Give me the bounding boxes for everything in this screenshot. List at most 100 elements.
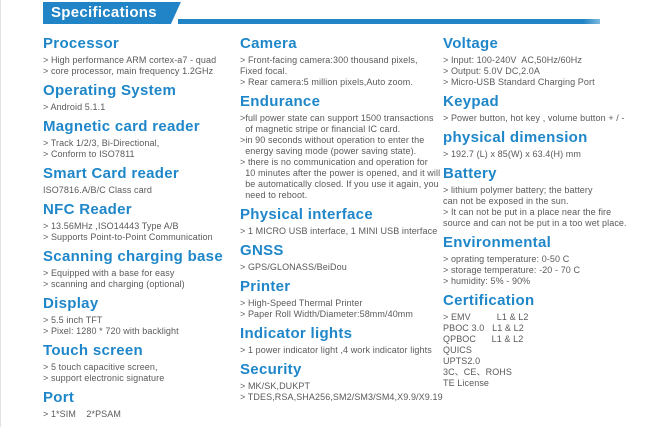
spec-section-title: Indicator lights <box>240 325 353 342</box>
header-underline <box>178 19 600 24</box>
spec-line: > Pixel: 1280 * 720 with backlight <box>43 326 179 336</box>
spec-section-title: physical dimension <box>443 129 588 146</box>
spec-line: PBOC 3.0 L1 & L2 <box>443 323 524 333</box>
spec-section: Certification > EMV L1 & L2 PBOC 3.0 L1 & … <box>443 293 650 389</box>
spec-line: > GPS/GLONASS/BeiDou <box>240 262 347 272</box>
spec-section: Physical interface > 1 MICRO USB interfac… <box>240 207 443 237</box>
spec-section-title: Touch screen <box>43 342 144 359</box>
spec-line: > storage temperature: -20 - 70 C <box>443 265 581 275</box>
spec-line: can not be exposed in the sun. <box>443 196 569 206</box>
spec-line: > Front-facing camera:300 thousand pixel… <box>240 55 418 65</box>
spec-line: > 5 touch capacitive screen, <box>43 362 158 372</box>
spec-line: >in 90 seconds without operation to ente… <box>240 135 425 145</box>
spec-section: Battery > lithium polymer battery; the ba… <box>443 166 650 229</box>
spec-line: QPBOC L1 & L2 <box>443 334 524 344</box>
spec-section-title: GNSS <box>240 242 284 259</box>
spec-section: Environmental > oprating temperature: 0-5… <box>443 235 650 287</box>
spec-column-2: Camera > Front-facing camera:300 thousand… <box>240 36 443 420</box>
spec-line: source and can not be put in a too wet p… <box>443 218 627 228</box>
spec-line: > Supports Point-to-Point Communication <box>43 232 213 242</box>
spec-line: ISO7816.A/B/C Class card <box>43 185 152 195</box>
spec-line: need to reboot. <box>240 190 308 200</box>
spec-line: > Equipped with a base for easy <box>43 268 175 278</box>
spec-line: > 13.56MHz ,ISO14443 Type A/B <box>43 221 179 231</box>
spec-line: > Input: 100-240V AC,50Hz/60Hz <box>443 55 582 65</box>
spec-section: Port > 1*SIM 2*PSAM <box>43 390 240 420</box>
spec-section-title: Certification <box>443 292 535 309</box>
spec-section-title: Battery <box>443 165 497 182</box>
spec-line: > Conform to ISO7811 <box>43 149 135 159</box>
spec-section-title: Display <box>43 295 99 312</box>
spec-line: > Paper Roll Width/Diameter:58mm/40mm <box>240 309 414 319</box>
spec-line: be automatically closed. If you use it a… <box>240 179 439 189</box>
spec-line: > 192.7 (L) x 85(W) x 63.4(H) mm <box>443 149 581 159</box>
spec-section-title: Smart Card reader <box>43 165 179 182</box>
spec-line: > 1 MICRO USB interface, 1 MINI USB inte… <box>240 226 438 236</box>
spec-section: physical dimension > 192.7 (L) x 85(W) x … <box>443 130 650 160</box>
spec-line: > Power button, hot key , volume button … <box>443 113 625 123</box>
spec-section: Operating System > Android 5.1.1 <box>43 83 240 113</box>
spec-line: > 1*SIM 2*PSAM <box>43 409 121 419</box>
spec-section: Printer > High-Speed Thermal Printer > Pap… <box>240 279 443 320</box>
spec-line: > It can not be put in a place near the … <box>443 207 612 217</box>
spec-section-title: Camera <box>240 35 297 52</box>
spec-section-title: Endurance <box>240 93 321 110</box>
spec-section: Touch screen > 5 touch capacitive screen,… <box>43 343 240 384</box>
spec-section: Camera > Front-facing camera:300 thousand… <box>240 36 443 88</box>
spec-line: > Output: 5.0V DC,2.0A <box>443 66 541 76</box>
spec-line: > 5.5 inch TFT <box>43 315 103 325</box>
spec-line: > 1 power indicator light ,4 work indica… <box>240 345 432 355</box>
spec-section-title: Security <box>240 361 302 378</box>
spec-line: UPTS2.0 <box>443 356 481 366</box>
spec-column-3: Voltage > Input: 100-240V AC,50Hz/60Hz > O… <box>443 36 650 420</box>
spec-section-title: Magnetic card reader <box>43 118 200 135</box>
spec-line: > support electronic signature <box>43 373 165 383</box>
spec-line: > Android 5.1.1 <box>43 102 106 112</box>
spec-line: of magnetic stripe or financial IC card. <box>240 124 401 134</box>
spec-section: Magnetic card reader > Track 1/2/3, Bi-Di… <box>43 119 240 160</box>
spec-section-title: Port <box>43 389 75 406</box>
spec-line: TE License <box>443 378 490 388</box>
spec-section: Display > 5.5 inch TFT > Pixel: 1280 * 720… <box>43 296 240 337</box>
spec-line: >full power state can support 1500 trans… <box>240 113 434 123</box>
spec-section-title: Physical interface <box>240 206 373 223</box>
spec-line: > scanning and charging (optional) <box>43 279 185 289</box>
spec-section-title: Operating System <box>43 82 177 99</box>
spec-section: Indicator lights > 1 power indicator ligh… <box>240 326 443 356</box>
spec-line: > EMV L1 & L2 <box>443 312 529 322</box>
page-title: Specifications <box>43 2 181 24</box>
spec-section: Endurance >full power state can support 1… <box>240 94 443 201</box>
spec-line: 3C、CE、ROHS <box>443 367 513 377</box>
spec-line: > Rear camera:5 million pixels,Auto zoom… <box>240 77 413 87</box>
spec-section-title: Environmental <box>443 234 552 251</box>
spec-section-title: Processor <box>43 35 120 52</box>
spec-line: > Track 1/2/3, Bi-Directional, <box>43 138 160 148</box>
spec-line: > TDES,RSA,SHA256,SM2/SM3/SM4,X9.9/X9.19 <box>240 392 443 402</box>
spec-line: 10 minutes after the power is opened, an… <box>240 168 441 178</box>
spec-line: > core processor, main frequency 1.2GHz <box>43 66 214 76</box>
spec-line: QUICS <box>443 345 473 355</box>
spec-columns: Processor > High performance ARM cortex-a… <box>43 36 650 420</box>
spec-section-title: Scanning charging base <box>43 248 223 265</box>
spec-section: Scanning charging base > Equipped with a … <box>43 249 240 290</box>
spec-section-title: Printer <box>240 278 291 295</box>
spec-line: > lithium polymer battery; the battery <box>443 185 593 195</box>
spec-line: > High-Speed Thermal Printer <box>240 298 363 308</box>
spec-section-title: NFC Reader <box>43 201 132 218</box>
spec-section: GNSS > GPS/GLONASS/BeiDou <box>240 243 443 273</box>
spec-line: > there is no communication and operatio… <box>240 157 428 167</box>
spec-line: > humidity: 5% - 90% <box>443 276 531 286</box>
spec-line: > Micro-USB Standard Charging Port <box>443 77 595 87</box>
spec-line: > oprating temperature: 0-50 C <box>443 254 570 264</box>
spec-section-title: Keypad <box>443 93 499 110</box>
spec-section: Voltage > Input: 100-240V AC,50Hz/60Hz > O… <box>443 36 650 88</box>
spec-section-title: Voltage <box>443 35 499 52</box>
spec-line: Fixed focal. <box>240 66 288 76</box>
spec-section: Keypad > Power button, hot key , volume b… <box>443 94 650 124</box>
spec-section: Smart Card reader ISO7816.A/B/C Class car… <box>43 166 240 196</box>
spec-section: Processor > High performance ARM cortex-a… <box>43 36 240 77</box>
spec-section: Security > MK/SK,DUKPT > TDES,RSA,SHA256,S… <box>240 362 443 403</box>
spec-line: > High performance ARM cortex-a7 - quad <box>43 55 217 65</box>
spec-line: energy saving mode (power saving state). <box>240 146 417 156</box>
